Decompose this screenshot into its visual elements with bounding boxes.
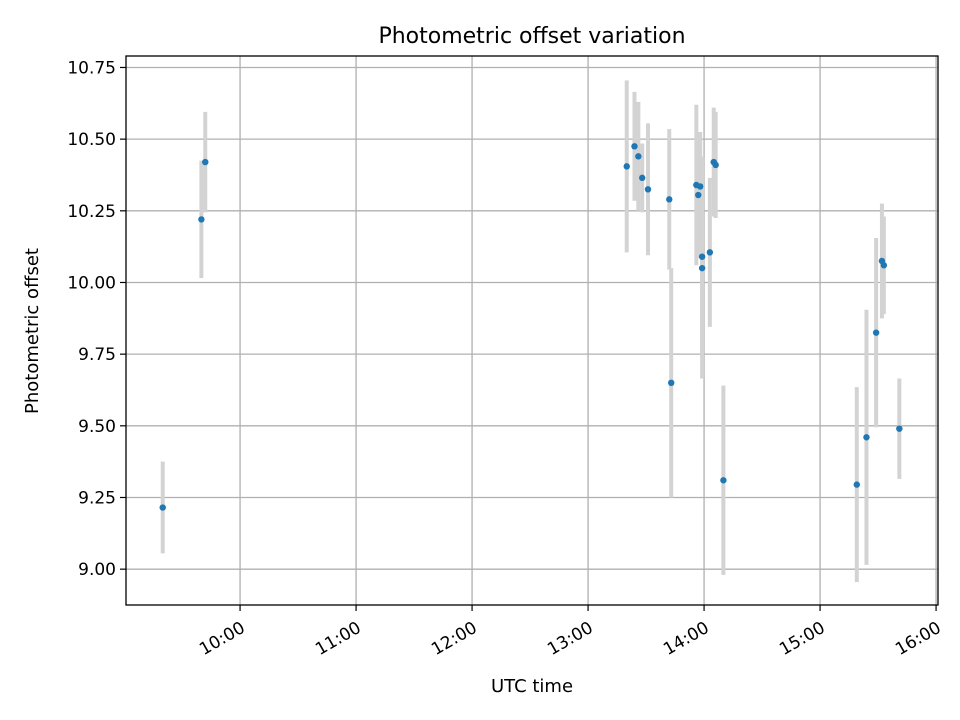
data-point <box>666 196 673 203</box>
y-tick-label: 9.00 <box>78 560 116 580</box>
data-point <box>698 264 706 272</box>
x-axis-label: UTC time <box>491 676 573 697</box>
data-point <box>697 183 704 190</box>
data-point <box>639 174 646 182</box>
y-tick-label: 10.00 <box>67 273 116 293</box>
y-tick-label: 10.50 <box>67 130 116 150</box>
data-point <box>635 153 642 160</box>
chart-title: Photometric offset variation <box>378 24 685 49</box>
data-point <box>880 262 888 269</box>
y-tick-label: 9.75 <box>78 345 116 365</box>
y-tick-label: 10.75 <box>67 58 116 78</box>
data-point <box>631 143 638 150</box>
data-point <box>720 477 727 484</box>
data-point <box>863 434 870 441</box>
data-point <box>896 425 903 432</box>
y-axis-label: Photometric offset <box>22 248 43 414</box>
data-point <box>668 379 675 387</box>
data-point <box>202 158 209 166</box>
y-axis-ticks: 9.00 9.25 9.50 9.75 10.00 10.25 10.50 10.75 <box>67 58 126 580</box>
data-point <box>644 186 652 193</box>
y-tick-label: 10.25 <box>67 202 116 222</box>
data-point <box>853 481 860 488</box>
data-point <box>623 163 630 170</box>
data-point <box>706 249 714 256</box>
y-tick-label: 9.50 <box>78 417 116 437</box>
y-tick-label: 9.25 <box>78 488 116 508</box>
plot-frame <box>125 55 939 606</box>
data-point <box>198 216 205 223</box>
data-point <box>695 191 702 199</box>
data-point <box>159 504 166 511</box>
data-point <box>872 329 880 336</box>
data-point <box>712 161 719 169</box>
data-points <box>159 143 903 511</box>
data-point <box>698 253 706 260</box>
